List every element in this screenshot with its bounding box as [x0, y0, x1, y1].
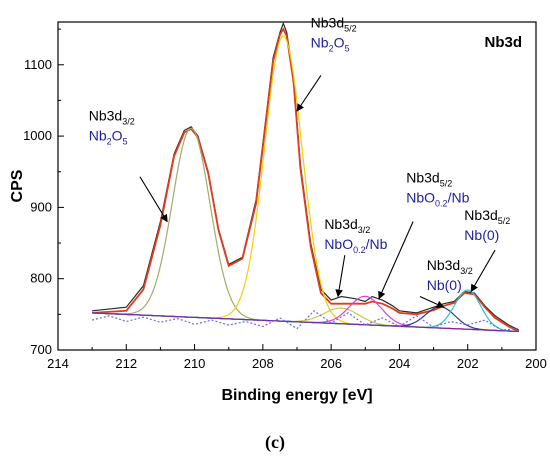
series-9	[91, 310, 519, 331]
annotation-2-line1: Nb3d3/2	[324, 216, 370, 235]
y-tick-label-0: 700	[30, 342, 52, 357]
series-6	[92, 306, 518, 332]
annotation-4: Nb3d3/2Nb(0)	[419, 257, 473, 308]
x-tick-label-3: 208	[252, 356, 274, 371]
x-tick-label-0: 214	[47, 356, 69, 371]
y-axis-title: CPS	[9, 169, 26, 202]
annotation-4-line1: Nb3d3/2	[427, 257, 473, 276]
x-tick-label-6: 202	[457, 356, 479, 371]
annotation-1-line1: Nb3d5/2	[311, 15, 357, 34]
x-tick-label-7: 200	[525, 356, 547, 371]
y-tick-label-3: 1000	[23, 128, 52, 143]
annotation-3-line2: NbO0.2/Nb	[406, 189, 469, 208]
x-tick-label-5: 204	[389, 356, 411, 371]
series-7	[92, 289, 518, 332]
panel-title: Nb3d	[485, 34, 523, 51]
annotation-5-arrow	[470, 249, 496, 293]
series-2	[92, 127, 518, 332]
x-axis-title: Binding energy [eV]	[221, 387, 372, 404]
annotation-5-line2: Nb(0)	[464, 227, 499, 243]
x-tick-label-4: 206	[320, 356, 342, 371]
annotation-0-arrow	[139, 176, 168, 223]
annotation-0-line1: Nb3d3/2	[89, 107, 135, 126]
y-tick-label-1: 800	[30, 271, 52, 286]
annotation-5: Nb3d5/2Nb(0)	[464, 207, 510, 293]
series-8	[92, 312, 519, 333]
series-4	[92, 307, 518, 332]
annotation-3-arrow	[378, 221, 414, 300]
annotation-2-line2: NbO0.2/Nb	[324, 236, 387, 255]
figure-caption: (c)	[265, 432, 285, 453]
annotation-0-line2: Nb2O5	[89, 127, 128, 146]
annotation-4-line2: Nb(0)	[427, 277, 462, 293]
annotation-4-arrow	[419, 296, 445, 308]
annotation-1-line2: Nb2O5	[311, 35, 350, 54]
y-tick-label-2: 900	[30, 199, 52, 214]
annotation-5-line1: Nb3d5/2	[464, 207, 510, 226]
x-tick-label-2: 210	[184, 356, 206, 371]
annotation-3-line1: Nb3d5/2	[406, 169, 452, 188]
plot-area	[57, 21, 537, 351]
x-tick-label-1: 212	[115, 356, 137, 371]
y-tick-label-4: 1100	[24, 57, 52, 72]
series-1	[92, 27, 520, 333]
annotation-2-arrow	[335, 255, 346, 298]
annotation-1-arrow	[296, 75, 322, 112]
